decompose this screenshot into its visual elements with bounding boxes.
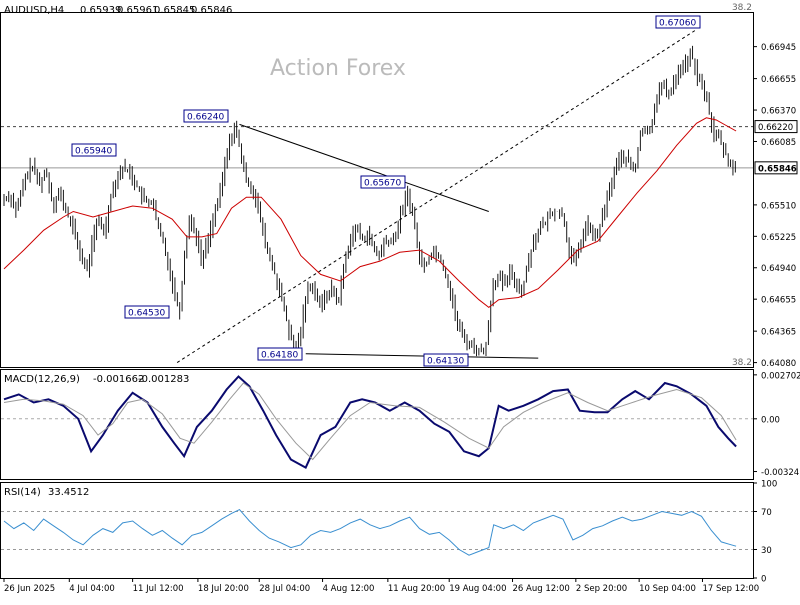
price-panel-frame bbox=[0, 12, 754, 368]
swing-label-box bbox=[655, 15, 701, 29]
time-tick-label: 26 Aug 12:00 bbox=[513, 584, 570, 594]
time-tick-label: 4 Aug 12:00 bbox=[323, 584, 375, 594]
resistance-level-box bbox=[754, 120, 798, 134]
time-tick-label: 19 Aug 04:00 bbox=[449, 584, 506, 594]
rsi-value: 33.4512 bbox=[48, 487, 89, 498]
macd-panel-frame bbox=[0, 369, 754, 480]
price-tick-label: 0.64655 bbox=[761, 296, 796, 306]
resistance-level-label: 0.66220 bbox=[758, 123, 793, 133]
time-tick-label: 4 Jul 04:00 bbox=[69, 584, 115, 594]
rsi-axis: 100 70 30 0 bbox=[1, 480, 777, 585]
price-tick-label: 0.66370 bbox=[761, 107, 796, 117]
macd-title: MACD(12,26,9) bbox=[4, 374, 80, 385]
price-tick-label: 0.65225 bbox=[761, 233, 796, 243]
price-tick-label: 0.64080 bbox=[761, 359, 796, 369]
rsi-series-line bbox=[3, 508, 737, 556]
swing-label-text: 0.65670 bbox=[364, 179, 401, 189]
time-tick-label: 26 Jun 2025 bbox=[4, 584, 55, 594]
rsi-tick-label: 30 bbox=[761, 546, 772, 556]
macd-tick-label: 0.002702 bbox=[761, 371, 800, 381]
time-tick-label: 18 Jul 20:00 bbox=[198, 584, 249, 594]
rsi-tick-label: 0 bbox=[761, 575, 766, 585]
swing-label-box bbox=[360, 175, 406, 189]
swing-labels: 0.65940 0.64530 0.66240 0.64180 0.65670 0.641… bbox=[71, 15, 701, 367]
swing-label-box bbox=[423, 353, 469, 367]
time-tick-label: 11 Aug 20:00 bbox=[388, 584, 445, 594]
price-tick-label: 0.66945 bbox=[761, 43, 796, 53]
time-tick-label: 11 Jul 12:00 bbox=[133, 584, 184, 594]
reference-levels: 0.66220 bbox=[1, 120, 798, 169]
moving-average bbox=[3, 117, 737, 309]
rsi-line bbox=[3, 508, 737, 556]
macd-tick-label: 0.00 bbox=[761, 415, 780, 425]
swing-label-text: 0.66240 bbox=[187, 113, 224, 123]
swing-label-box bbox=[257, 347, 303, 361]
rsi-title: RSI(14) bbox=[4, 487, 41, 498]
trendlines bbox=[176, 29, 697, 364]
macd-value-main: -0.001662 bbox=[93, 374, 144, 385]
watermark-logo: Action Forex bbox=[270, 56, 406, 81]
bottom-fib-marker: 38.2 bbox=[732, 358, 752, 368]
swing-label-box bbox=[71, 143, 117, 157]
swing-label-box bbox=[124, 305, 170, 319]
macd-value-signal: -0.001283 bbox=[138, 374, 189, 385]
rsi-tick-label: 100 bbox=[761, 480, 777, 490]
symbol-label: AUDUSD,H4 bbox=[4, 5, 64, 16]
current-price-label: 0.65846 bbox=[758, 164, 797, 174]
time-tick-label: 2 Sep 20:00 bbox=[576, 584, 627, 594]
ohlc-open: 0.65939 bbox=[80, 5, 121, 16]
swing-label-text: 0.64130 bbox=[427, 357, 464, 367]
swing-label-text: 0.64180 bbox=[261, 351, 298, 361]
swing-label-text: 0.64530 bbox=[128, 309, 165, 319]
trendline bbox=[176, 29, 697, 364]
ohlc-high: 0.65961 bbox=[117, 5, 158, 16]
price-axis: 0.66945 0.66655 0.66370 0.66085 0.65510 0.652… bbox=[753, 43, 796, 369]
macd-lines bbox=[3, 375, 737, 469]
rsi-tick-label: 70 bbox=[761, 508, 772, 518]
price-tick-label: 0.66655 bbox=[761, 75, 796, 85]
trendline bbox=[239, 123, 489, 212]
moving-average-line bbox=[3, 117, 737, 309]
ohlc-close: 0.65846 bbox=[191, 5, 232, 16]
swing-label-box bbox=[183, 109, 229, 123]
swing-label-text: 0.67060 bbox=[659, 19, 696, 29]
ohlc-low: 0.65845 bbox=[154, 5, 195, 16]
macd-main-line bbox=[3, 375, 737, 469]
ohlc-bars bbox=[3, 45, 736, 357]
rsi-panel-frame bbox=[0, 482, 754, 579]
time-tick-label: 10 Sep 04:00 bbox=[639, 584, 696, 594]
price-tick-label: 0.64940 bbox=[761, 264, 796, 274]
price-tick-label: 0.64365 bbox=[761, 328, 796, 338]
top-fib-marker: 38.2 bbox=[732, 3, 752, 13]
current-price-box bbox=[754, 161, 798, 175]
current-price-marker: 0.65846 bbox=[754, 161, 798, 175]
time-tick-label: 17 Sep 12:00 bbox=[702, 584, 759, 594]
price-tick-label: 0.65510 bbox=[761, 201, 796, 211]
time-axis: 26 Jun 2025 4 Jul 04:00 11 Jul 12:00 18 Jul… bbox=[3, 578, 759, 594]
macd-signal-line bbox=[3, 382, 737, 461]
trendline bbox=[305, 353, 539, 359]
swing-label-text: 0.65940 bbox=[75, 147, 112, 157]
time-tick-label: 28 Jul 04:00 bbox=[259, 584, 310, 594]
price-tick-label: 0.66085 bbox=[761, 138, 796, 148]
